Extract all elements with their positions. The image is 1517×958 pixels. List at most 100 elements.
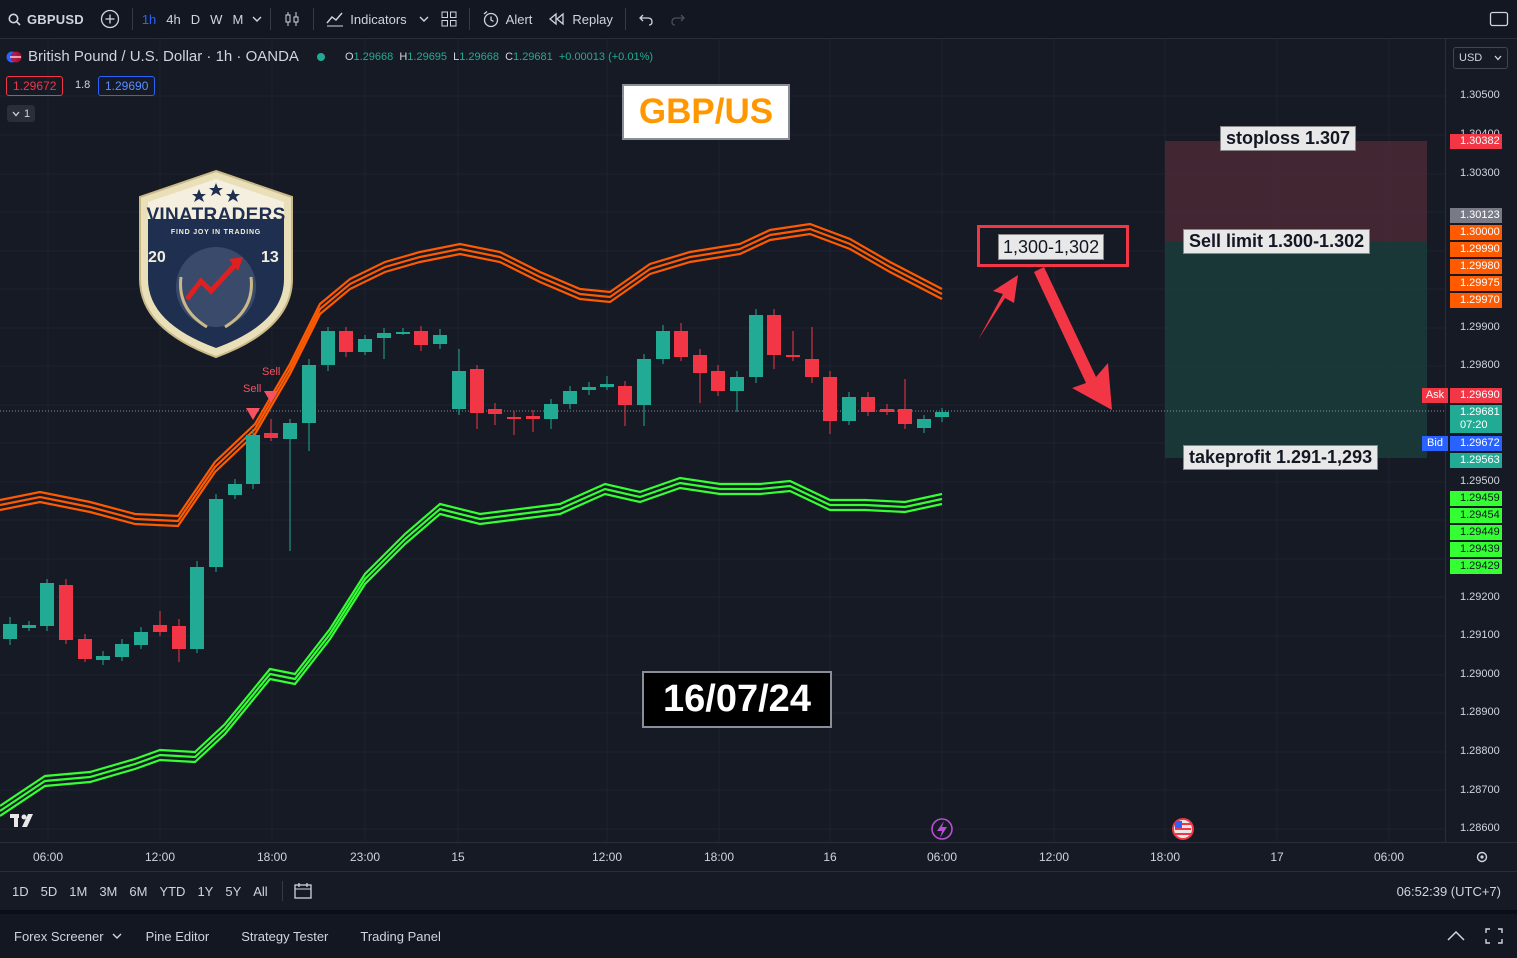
rewind-icon bbox=[549, 12, 565, 26]
indicators-dropdown[interactable] bbox=[415, 0, 433, 38]
price-axis[interactable]: USD 1.30500 1.30400 1.30300 1.29900 1.29… bbox=[1422, 39, 1517, 842]
candle-body bbox=[377, 333, 391, 338]
pair-label[interactable]: GBP/US bbox=[622, 84, 790, 140]
candle-body bbox=[563, 391, 577, 404]
range-3m[interactable]: 3M bbox=[99, 883, 118, 899]
time-tick: 18:00 bbox=[703, 850, 735, 864]
timeframe-4h[interactable]: 4h bbox=[166, 11, 181, 27]
chart-title[interactable]: British Pound / U.S. Dollar · 1h · OANDA bbox=[28, 48, 299, 65]
close-label: C bbox=[505, 50, 514, 63]
candle-body bbox=[711, 371, 725, 391]
undo-button[interactable] bbox=[630, 0, 662, 38]
zone-box[interactable]: 1,300-1,302 bbox=[977, 225, 1129, 267]
candle-body bbox=[767, 315, 781, 355]
takeprofit-label[interactable]: takeprofit 1.291-1,293 bbox=[1183, 445, 1379, 470]
fullscreen-button[interactable] bbox=[1481, 0, 1517, 38]
range-6m[interactable]: 6M bbox=[129, 883, 148, 899]
range-all[interactable]: All bbox=[253, 883, 268, 899]
lower-band-tag: 1.29454 bbox=[1450, 508, 1502, 523]
candle-body bbox=[842, 397, 856, 421]
lower-band-line bbox=[0, 481, 943, 812]
candle-body bbox=[730, 377, 744, 391]
low-label: L bbox=[453, 50, 460, 63]
last-price-tag: 1.29681 bbox=[1450, 405, 1502, 420]
clock-timezone[interactable]: 06:52:39 (UTC+7) bbox=[1396, 883, 1501, 899]
symbol-search[interactable]: GBPUSD bbox=[0, 0, 92, 38]
redo-button[interactable] bbox=[662, 0, 694, 38]
chart-canvas bbox=[0, 39, 1445, 842]
candle-body bbox=[134, 632, 148, 645]
chart-type-button[interactable] bbox=[275, 0, 309, 38]
timeframe-1h[interactable]: 1h bbox=[141, 11, 157, 27]
upper-band-line bbox=[0, 232, 943, 528]
sell-price-button[interactable]: 1.29672 bbox=[6, 76, 64, 96]
candlesticks bbox=[3, 309, 949, 665]
stoploss-zone[interactable] bbox=[1165, 141, 1427, 242]
range-1d[interactable]: 1D bbox=[12, 883, 29, 899]
change-value: +0.00013 (+0.01%) bbox=[558, 50, 654, 63]
indicators-label: Indicators bbox=[350, 11, 407, 27]
time-tick: 18:00 bbox=[256, 850, 288, 864]
range-1y[interactable]: 1Y bbox=[197, 883, 214, 899]
candle-body bbox=[600, 384, 614, 387]
tab-strategy-tester[interactable]: Strategy Tester bbox=[241, 928, 329, 944]
price-tick: 1.29000 bbox=[1460, 668, 1500, 680]
date-range-bar: 1D 5D 1M 3M 6M YTD 1Y 5Y All 06:52:39 (U… bbox=[0, 871, 1517, 910]
candle-body bbox=[880, 409, 894, 412]
us-flag-event-icon[interactable] bbox=[1172, 818, 1194, 840]
collapse-indicators-button[interactable]: 1 bbox=[7, 105, 35, 122]
settings-gear-icon[interactable] bbox=[1475, 850, 1489, 864]
candle-body bbox=[414, 331, 428, 345]
alert-button[interactable]: Alert bbox=[474, 0, 541, 38]
chart-pane[interactable]: British Pound / U.S. Dollar · 1h · OANDA… bbox=[0, 39, 1445, 842]
lower-band-line bbox=[0, 476, 943, 807]
tradingview-logo bbox=[10, 814, 33, 827]
lower-band-tag: 1.29429 bbox=[1450, 559, 1502, 574]
candle-body bbox=[246, 435, 260, 484]
range-5y[interactable]: 5Y bbox=[225, 883, 242, 899]
range-5d[interactable]: 5D bbox=[40, 883, 58, 899]
takeprofit-zone[interactable] bbox=[1165, 242, 1427, 458]
replay-button[interactable]: Replay bbox=[540, 0, 620, 38]
lower-band-tag: 1.29449 bbox=[1450, 525, 1502, 540]
market-status-dot[interactable] bbox=[316, 52, 325, 61]
date-label[interactable]: 16/07/24 bbox=[642, 671, 832, 728]
stoploss-price-tag: 1.30382 bbox=[1450, 134, 1502, 149]
ask-price-tag: 1.29690 bbox=[1450, 388, 1502, 403]
lightning-event-icon[interactable] bbox=[931, 818, 953, 840]
time-tick: 16 bbox=[823, 850, 837, 864]
bollinger-bands bbox=[0, 222, 943, 817]
layouts-button[interactable] bbox=[433, 0, 465, 38]
candle-body bbox=[935, 412, 949, 417]
timeframe-dropdown[interactable] bbox=[248, 0, 266, 38]
window-icon bbox=[1489, 11, 1509, 27]
chevron-down-icon[interactable] bbox=[112, 932, 122, 940]
tab-pine-editor[interactable]: Pine Editor bbox=[145, 928, 210, 944]
zone-label: 1,300-1,302 bbox=[998, 234, 1105, 260]
timeframe-w[interactable]: W bbox=[210, 11, 223, 27]
time-axis[interactable]: 06:00 12:00 18:00 23:00 15 12:00 18:00 1… bbox=[0, 842, 1517, 871]
chevron-up-icon[interactable] bbox=[1447, 931, 1465, 941]
sell-limit-label[interactable]: Sell limit 1.300-1.302 bbox=[1183, 229, 1371, 254]
range-1m[interactable]: 1M bbox=[69, 883, 88, 899]
compare-button[interactable] bbox=[92, 0, 128, 38]
tab-trading-panel[interactable]: Trading Panel bbox=[360, 928, 441, 944]
search-icon bbox=[8, 13, 21, 26]
buy-price-button[interactable]: 1.29690 bbox=[98, 76, 156, 96]
alert-label: Alert bbox=[505, 11, 533, 27]
currency-select[interactable]: USD bbox=[1453, 47, 1508, 69]
range-ytd[interactable]: YTD bbox=[159, 883, 186, 899]
candle-body bbox=[693, 355, 707, 373]
stoploss-label[interactable]: stoploss 1.307 bbox=[1220, 126, 1357, 151]
add-circle-icon bbox=[100, 9, 119, 29]
timeframe-m[interactable]: M bbox=[232, 11, 244, 27]
maximize-icon[interactable] bbox=[1485, 928, 1503, 944]
toolbar-divider bbox=[270, 8, 272, 30]
tab-forex-screener[interactable]: Forex Screener bbox=[14, 928, 104, 944]
calendar-range-icon[interactable] bbox=[293, 882, 313, 900]
indicators-button[interactable]: Indicators bbox=[318, 0, 414, 38]
candle-body bbox=[805, 359, 819, 377]
candle-body bbox=[786, 355, 800, 357]
timeframe-d[interactable]: D bbox=[190, 11, 201, 27]
candle-body bbox=[656, 331, 670, 359]
